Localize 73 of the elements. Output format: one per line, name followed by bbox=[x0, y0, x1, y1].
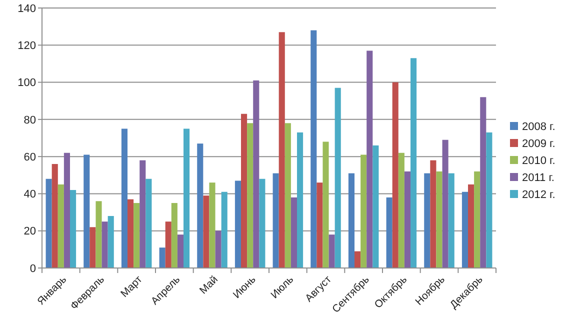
bar bbox=[480, 97, 486, 268]
bar bbox=[108, 216, 114, 268]
bar bbox=[84, 154, 90, 268]
bar bbox=[290, 197, 297, 268]
y-tick-label: 60 bbox=[24, 151, 36, 164]
bar bbox=[146, 178, 152, 268]
bar bbox=[121, 128, 128, 268]
bar bbox=[128, 199, 134, 268]
bar bbox=[203, 196, 210, 268]
bar bbox=[404, 171, 410, 268]
bar bbox=[348, 173, 355, 268]
bar bbox=[134, 203, 140, 268]
bar bbox=[322, 142, 329, 268]
bar bbox=[296, 132, 304, 268]
bar bbox=[430, 160, 436, 268]
bar bbox=[241, 114, 248, 268]
bar bbox=[354, 251, 361, 268]
y-tick-label: 140 bbox=[18, 2, 36, 15]
y-tick-label: 100 bbox=[18, 77, 36, 90]
y-tick-label: 120 bbox=[18, 40, 36, 52]
bar bbox=[90, 227, 96, 268]
legend-label: 2012 г. bbox=[522, 188, 556, 201]
bar bbox=[468, 184, 474, 268]
bar bbox=[272, 173, 279, 268]
bar bbox=[486, 132, 492, 268]
bar bbox=[234, 180, 242, 268]
legend-label: 2010 г. bbox=[522, 154, 556, 167]
bar bbox=[140, 160, 146, 268]
bar bbox=[96, 201, 102, 268]
y-tick-label: 80 bbox=[24, 114, 36, 126]
bar bbox=[221, 192, 228, 268]
bar bbox=[448, 173, 454, 268]
bar bbox=[165, 222, 172, 268]
bar bbox=[462, 192, 468, 268]
bar bbox=[102, 222, 108, 268]
bar bbox=[58, 184, 64, 268]
bar bbox=[171, 203, 178, 268]
bar bbox=[360, 154, 367, 268]
bar bbox=[424, 173, 430, 268]
bar bbox=[70, 190, 76, 268]
bar bbox=[310, 30, 317, 268]
bar bbox=[392, 82, 398, 268]
bar bbox=[386, 197, 392, 268]
bar bbox=[366, 50, 373, 268]
legend-label: 2009 г. bbox=[522, 138, 556, 150]
bar bbox=[177, 234, 184, 268]
bar bbox=[183, 128, 190, 268]
bar bbox=[247, 123, 254, 268]
bar bbox=[398, 152, 404, 268]
bar bbox=[64, 152, 70, 268]
bar bbox=[259, 178, 266, 268]
bar bbox=[278, 32, 285, 268]
bar bbox=[159, 248, 166, 268]
bar bbox=[334, 88, 341, 268]
legend-label: 2011 г. bbox=[522, 172, 554, 184]
bar bbox=[442, 140, 448, 268]
bar bbox=[410, 58, 417, 268]
bar bbox=[284, 123, 291, 268]
bar bbox=[52, 164, 58, 268]
y-tick-label: 40 bbox=[24, 188, 36, 201]
bar bbox=[253, 80, 260, 268]
bar bbox=[316, 182, 323, 268]
bar bbox=[436, 171, 442, 268]
y-tick-label: 0 bbox=[30, 262, 36, 275]
bar bbox=[372, 145, 379, 268]
bar bbox=[215, 230, 222, 268]
bar bbox=[209, 182, 216, 268]
legend-label: 2008 г. bbox=[522, 120, 556, 133]
bar bbox=[46, 178, 52, 268]
bar bbox=[328, 234, 335, 268]
bar bbox=[197, 144, 204, 268]
bar bbox=[474, 171, 480, 268]
y-tick-label: 20 bbox=[24, 226, 36, 238]
